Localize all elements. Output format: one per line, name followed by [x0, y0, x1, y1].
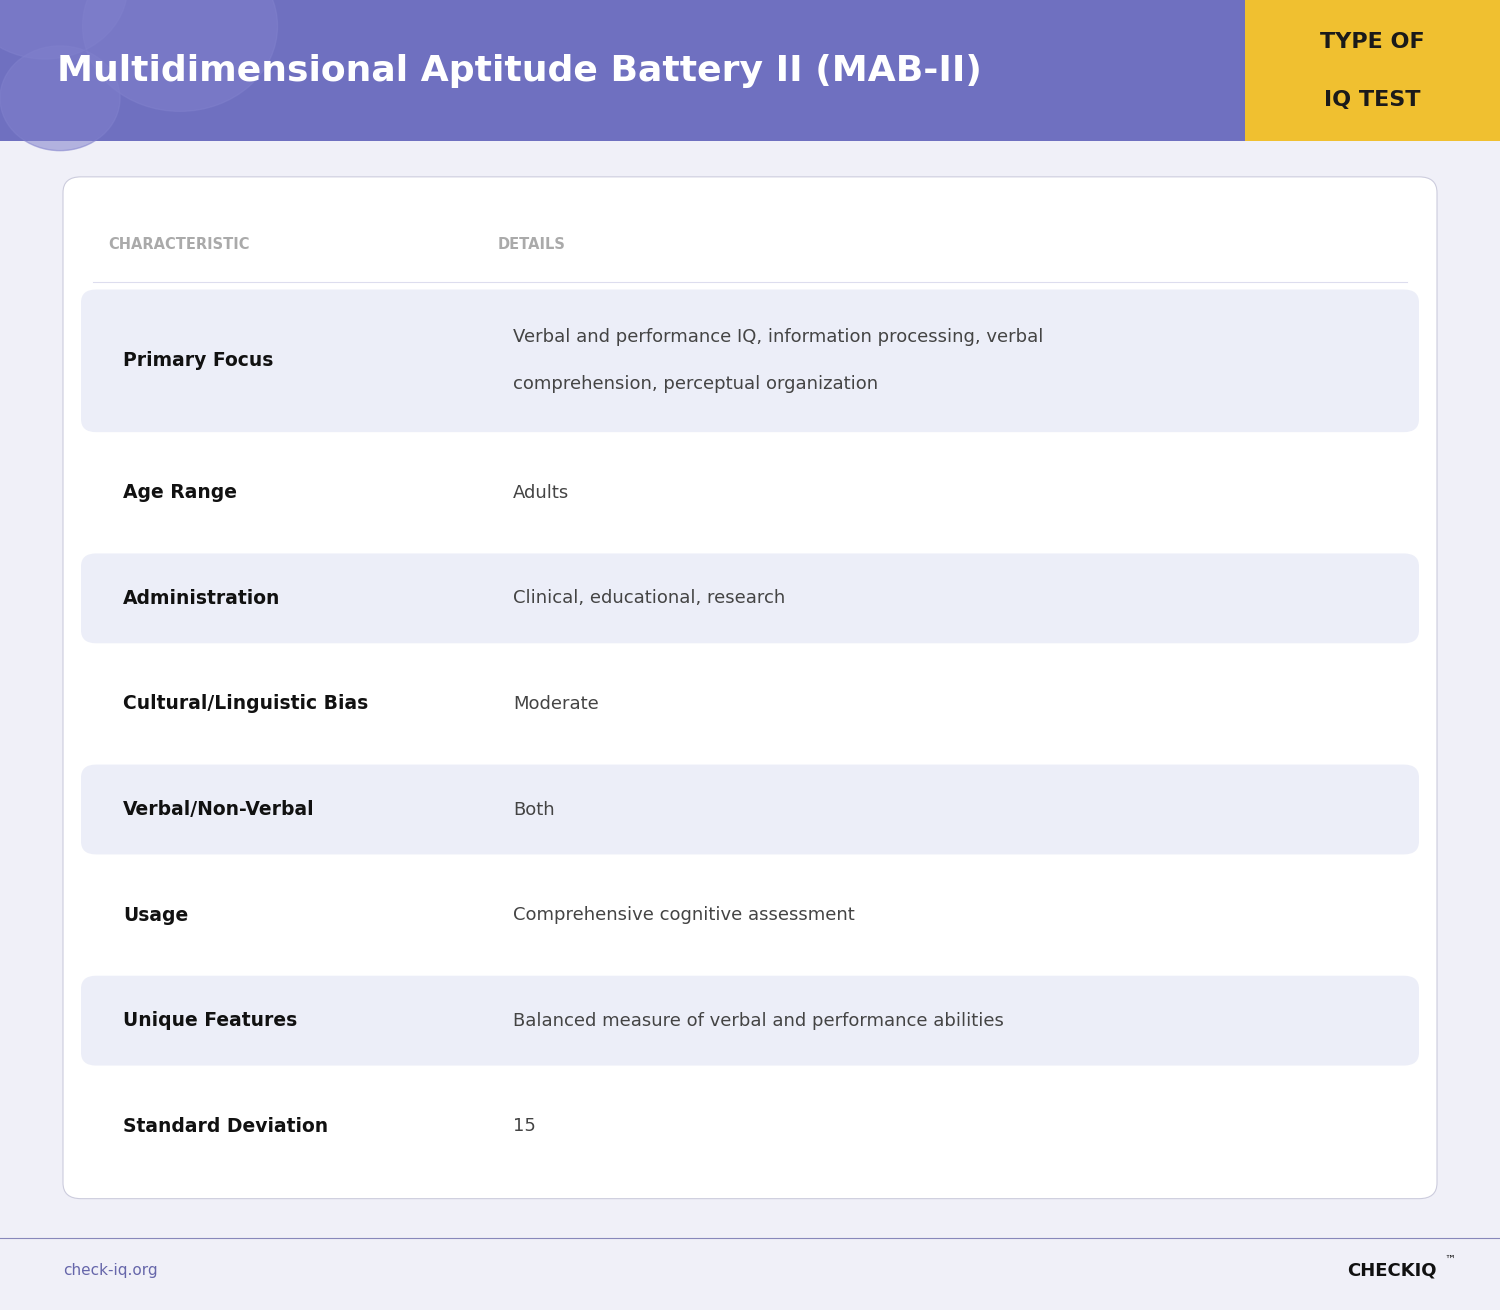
FancyBboxPatch shape [81, 765, 1419, 854]
Text: Adults: Adults [513, 483, 570, 502]
FancyBboxPatch shape [81, 290, 1419, 432]
Text: check-iq.org: check-iq.org [63, 1263, 158, 1279]
Text: Moderate: Moderate [513, 694, 598, 713]
Circle shape [0, 46, 120, 151]
Text: Multidimensional Aptitude Battery II (MAB-II): Multidimensional Aptitude Battery II (MA… [57, 54, 982, 88]
Text: Unique Features: Unique Features [123, 1011, 297, 1030]
Text: Both: Both [513, 800, 555, 819]
Text: Cultural/Linguistic Bias: Cultural/Linguistic Bias [123, 694, 369, 714]
Text: Standard Deviation: Standard Deviation [123, 1116, 328, 1136]
Text: IQ TEST: IQ TEST [1324, 89, 1420, 110]
Circle shape [1395, 0, 1500, 118]
Text: CHARACTERISTIC: CHARACTERISTIC [108, 237, 249, 253]
Text: Verbal and performance IQ, information processing, verbal: Verbal and performance IQ, information p… [513, 329, 1044, 346]
Bar [0, 0, 1500, 141]
Text: TYPE OF: TYPE OF [1320, 31, 1425, 52]
Text: DETAILS: DETAILS [498, 237, 566, 253]
FancyBboxPatch shape [81, 976, 1419, 1065]
Text: ™: ™ [1444, 1255, 1455, 1265]
Text: CHECKIQ: CHECKIQ [1347, 1262, 1437, 1280]
Text: Usage: Usage [123, 905, 189, 925]
FancyBboxPatch shape [81, 553, 1419, 643]
Text: Administration: Administration [123, 590, 280, 608]
Text: Comprehensive cognitive assessment: Comprehensive cognitive assessment [513, 907, 855, 924]
Circle shape [82, 0, 278, 111]
Text: Primary Focus: Primary Focus [123, 351, 273, 371]
Text: Clinical, educational, research: Clinical, educational, research [513, 590, 786, 608]
Circle shape [0, 0, 128, 59]
Text: 15: 15 [513, 1117, 535, 1136]
Text: comprehension, perceptual organization: comprehension, perceptual organization [513, 376, 877, 393]
Text: Age Range: Age Range [123, 483, 237, 502]
FancyBboxPatch shape [63, 177, 1437, 1199]
Circle shape [1312, 0, 1478, 46]
Text: Balanced measure of verbal and performance abilities: Balanced measure of verbal and performan… [513, 1011, 1004, 1030]
Bar [1245, 0, 1500, 141]
Text: Verbal/Non-Verbal: Verbal/Non-Verbal [123, 800, 315, 819]
